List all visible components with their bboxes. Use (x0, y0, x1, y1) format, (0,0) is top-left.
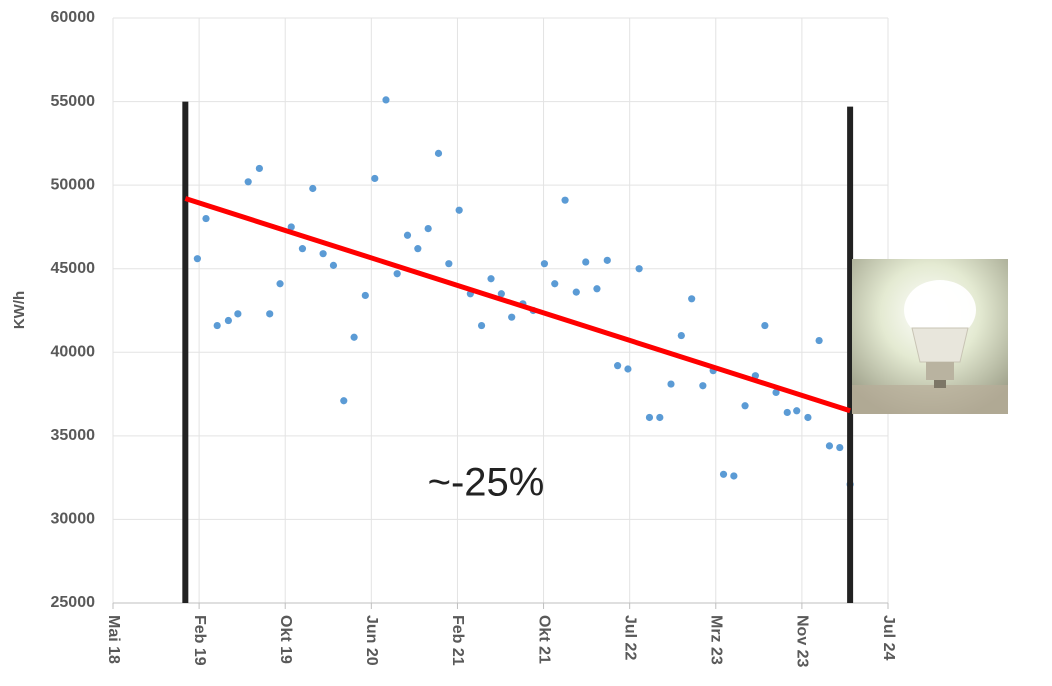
data-point (614, 362, 621, 369)
data-point (214, 322, 221, 329)
data-point (741, 402, 748, 409)
data-point (646, 414, 653, 421)
y-tick-label: 50000 (51, 176, 96, 193)
y-tick-label: 45000 (51, 260, 96, 277)
data-point (225, 317, 232, 324)
chart: KW/h ~-25% 25000 30000 35000 40000 45000 5000… (0, 0, 1052, 686)
data-point (487, 275, 494, 282)
data-point (636, 265, 643, 272)
data-point (816, 337, 823, 344)
y-tick-label: 25000 (51, 594, 96, 611)
y-tick-label: 55000 (51, 93, 96, 110)
grid (113, 18, 888, 609)
data-point (761, 322, 768, 329)
data-point (266, 310, 273, 317)
y-tick-label: 40000 (51, 344, 96, 361)
y-tick-label: 60000 (51, 9, 96, 26)
data-point (604, 257, 611, 264)
data-point (573, 289, 580, 296)
data-point (656, 414, 663, 421)
x-tick-label: Jul 24 (880, 615, 897, 660)
x-tick-label: Okt 21 (535, 615, 552, 664)
x-tick-label: Jul 22 (621, 615, 638, 660)
data-point (371, 175, 378, 182)
data-point (720, 471, 727, 478)
data-point (330, 262, 337, 269)
annotation: ~-25% (428, 461, 545, 505)
y-tick-label: 35000 (51, 427, 96, 444)
data-point (382, 96, 389, 103)
y-tick-label: 30000 (51, 511, 96, 528)
data-point (340, 397, 347, 404)
data-point (435, 150, 442, 157)
data-point (699, 382, 706, 389)
data-point (404, 232, 411, 239)
y-axis-label: KW/h (11, 291, 28, 329)
data-point (194, 255, 201, 262)
data-point (678, 332, 685, 339)
data-point (320, 250, 327, 257)
data-point (730, 472, 737, 479)
data-point (362, 292, 369, 299)
data-point (561, 197, 568, 204)
x-tick-label: Okt 19 (277, 615, 294, 664)
data-point (508, 314, 515, 321)
x-tick-label: Feb 21 (449, 615, 466, 666)
data-point (804, 414, 811, 421)
data-point (309, 185, 316, 192)
data-point (414, 245, 421, 252)
data-point (784, 409, 791, 416)
x-tick-label: Mrz 23 (708, 615, 725, 665)
data-point (456, 207, 463, 214)
data-point (351, 334, 358, 341)
data-point (667, 380, 674, 387)
data-point (478, 322, 485, 329)
data-point (582, 258, 589, 265)
x-tick-label: Feb 19 (191, 615, 208, 666)
data-point (425, 225, 432, 232)
data-point (793, 407, 800, 414)
data-point (551, 280, 558, 287)
x-tick-label: Nov 23 (794, 615, 811, 668)
data-point (624, 365, 631, 372)
x-tick-label: Jun 20 (363, 615, 380, 666)
data-point (593, 285, 600, 292)
data-point (836, 444, 843, 451)
data-point (256, 165, 263, 172)
data-point (541, 260, 548, 267)
data-point (445, 260, 452, 267)
data-point (688, 295, 695, 302)
data-point (826, 442, 833, 449)
data-point (202, 215, 209, 222)
data-point (245, 178, 252, 185)
data-point (276, 280, 283, 287)
lightbulb-image (852, 259, 1008, 414)
x-tick-label: Mai 18 (105, 615, 122, 664)
data-point (234, 310, 241, 317)
data-point (299, 245, 306, 252)
data-point (394, 270, 401, 277)
